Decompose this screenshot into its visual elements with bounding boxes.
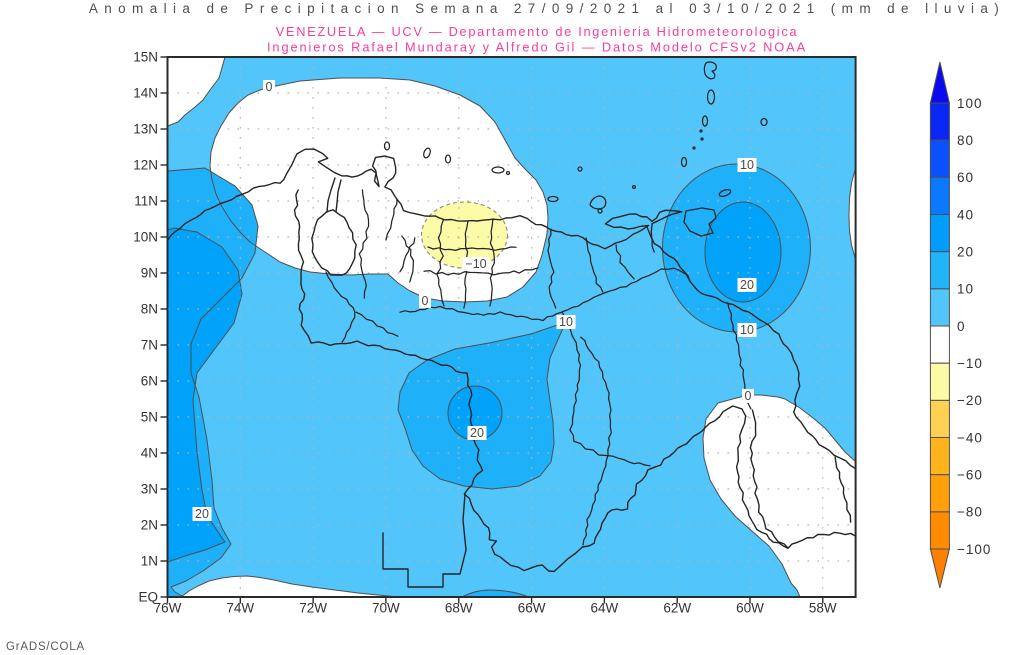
svg-text:3N: 3N [141, 482, 158, 497]
svg-text:EQ: EQ [138, 590, 158, 605]
svg-text:66W: 66W [518, 601, 546, 616]
svg-text:7N: 7N [141, 338, 158, 353]
svg-text:8N: 8N [141, 302, 158, 317]
svg-text:20: 20 [195, 507, 209, 521]
svg-text:60: 60 [957, 170, 974, 185]
svg-text:76W: 76W [154, 601, 182, 616]
svg-text:Ingenieros Rafael Mundaray y A: Ingenieros Rafael Mundaray y Alfredo Gil… [267, 39, 807, 54]
svg-text:−20: −20 [957, 393, 983, 408]
svg-text:70W: 70W [372, 601, 400, 616]
svg-text:68W: 68W [445, 601, 473, 616]
svg-text:0: 0 [745, 389, 752, 403]
svg-text:0: 0 [422, 294, 429, 308]
svg-text:40: 40 [957, 207, 974, 222]
svg-text:72W: 72W [299, 601, 327, 616]
svg-text:58W: 58W [809, 601, 837, 616]
svg-text:−80: −80 [957, 505, 983, 520]
svg-text:20: 20 [957, 245, 974, 260]
svg-text:10: 10 [957, 282, 974, 297]
svg-text:10: 10 [740, 323, 754, 337]
svg-text:60W: 60W [736, 601, 764, 616]
svg-text:15N: 15N [133, 50, 158, 65]
svg-text:−40: −40 [957, 430, 983, 445]
svg-text:100: 100 [957, 96, 983, 111]
svg-text:10: 10 [740, 158, 754, 172]
svg-text:6N: 6N [141, 374, 158, 389]
svg-text:12N: 12N [133, 158, 158, 173]
svg-text:−10: −10 [957, 356, 983, 371]
svg-text:GrADS/COLA: GrADS/COLA [6, 641, 85, 653]
svg-text:1N: 1N [141, 554, 158, 569]
svg-text:−100: −100 [957, 542, 991, 557]
svg-text:20: 20 [740, 278, 754, 292]
svg-text:5N: 5N [141, 410, 158, 425]
svg-text:10N: 10N [133, 230, 158, 245]
svg-text:Anomalia de Precipitacion Sema: Anomalia de Precipitacion Semana 27/09/2… [89, 1, 1005, 16]
svg-text:4N: 4N [141, 446, 158, 461]
svg-text:2N: 2N [141, 518, 158, 533]
svg-text:0: 0 [266, 80, 273, 94]
svg-text:11N: 11N [134, 194, 158, 209]
svg-text:−10: −10 [465, 257, 486, 271]
svg-text:14N: 14N [133, 86, 158, 101]
svg-text:9N: 9N [141, 266, 158, 281]
svg-text:64W: 64W [591, 601, 619, 616]
svg-text:74W: 74W [226, 601, 254, 616]
svg-text:13N: 13N [133, 122, 158, 137]
svg-text:20: 20 [470, 426, 484, 440]
svg-text:80: 80 [957, 133, 974, 148]
svg-text:VENEZUELA — UCV — Departamento: VENEZUELA — UCV — Departamento de Ingeni… [276, 24, 798, 39]
svg-text:−60: −60 [957, 468, 983, 483]
svg-text:10: 10 [559, 315, 573, 329]
svg-text:0: 0 [957, 319, 966, 334]
svg-text:62W: 62W [663, 601, 691, 616]
